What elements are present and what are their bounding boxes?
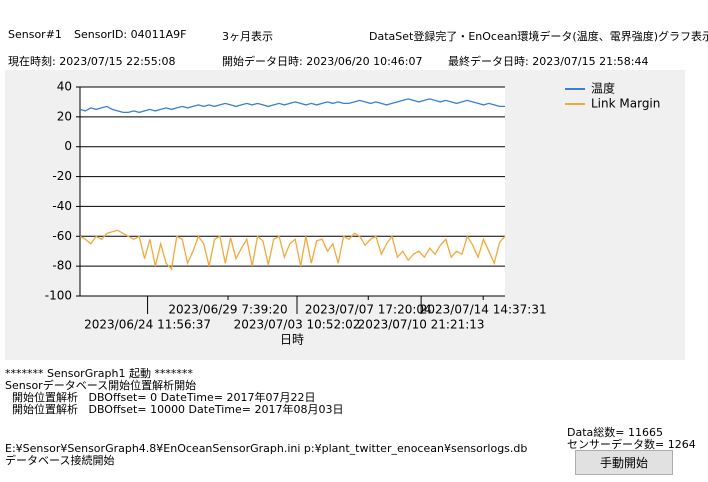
x-tick-label: 2023/07/03 10:52:02 <box>234 318 361 332</box>
y-tick-label: 20 <box>57 109 72 123</box>
total-count: Data総数= 11665 <box>567 426 663 439</box>
x-axis-label: 日時 <box>280 333 304 347</box>
log-line: ******* SensorGraph1 起動 ******* <box>5 368 193 380</box>
log-line: E:¥Sensor¥SensorGraph4.8¥EnOceanSensorGr… <box>5 443 528 455</box>
sensor-id: SensorID: 04011A9F <box>74 28 187 41</box>
y-tick-label: -80 <box>52 259 72 273</box>
data-line <box>79 98 505 114</box>
log-box: ******* SensorGraph1 起動 ******* Sensorデータ… <box>5 368 632 420</box>
legend-label: Link Margin <box>591 97 660 111</box>
y-tick-label: -60 <box>52 229 72 243</box>
last-label: 最終データ日時: 2023/07/15 21:58:44 <box>448 55 649 68</box>
start-button[interactable]: 手動開始 <box>575 450 673 475</box>
legend-label: 温度 <box>591 81 615 96</box>
status-label: DataSet登録完了・EnOcean環境データ(温度、電界強度)グラフ表示完 <box>369 30 708 43</box>
sensor-label: Sensor#1 <box>8 28 62 41</box>
log-line: Sensorデータベース開始位置解析開始 <box>5 379 197 392</box>
log-line: 開始位置解析 DBOffset= 0 DateTime= 2017年07月22日 <box>5 391 316 404</box>
x-tick-label: 2023/06/24 11:56:37 <box>84 318 211 332</box>
data-line <box>79 229 506 271</box>
y-tick-label: -20 <box>52 169 72 183</box>
y-tick-label: 0 <box>64 139 72 153</box>
chart: 日時 -100 -80 -60 -40 -20 0 20 40 2023/06/24 11:56… <box>5 70 685 360</box>
y-tick-label: 40 <box>57 80 72 94</box>
log-line: 開始位置解析 DBOffset= 10000 DateTime= 2017年08… <box>5 403 344 416</box>
x-tick-label: 2023/07/14 14:37:31 <box>420 303 547 317</box>
sensor-count: センサーデータ数= 1264 <box>567 438 696 451</box>
start-label: 開始データ日時: 2023/06/20 10:46:07 <box>222 55 423 68</box>
range-label: 3ヶ月表示 <box>222 30 273 43</box>
x-tick-label: 2023/07/10 21:21:13 <box>358 318 485 332</box>
y-tick-label: -100 <box>45 289 72 303</box>
log-line: データベース接続開始 <box>5 454 115 467</box>
x-tick-label: 2023/07/07 17:20:04 <box>305 303 432 317</box>
plot-area <box>80 87 505 296</box>
log-box: E:¥Sensor¥SensorGraph4.8¥EnOceanSensorGr… <box>5 443 555 475</box>
x-tick-label: 2023/06/29 7:39:20 <box>168 303 287 317</box>
now-label: 現在時刻: 2023/07/15 22:55:08 <box>8 55 176 68</box>
y-tick-label: -40 <box>52 199 72 213</box>
